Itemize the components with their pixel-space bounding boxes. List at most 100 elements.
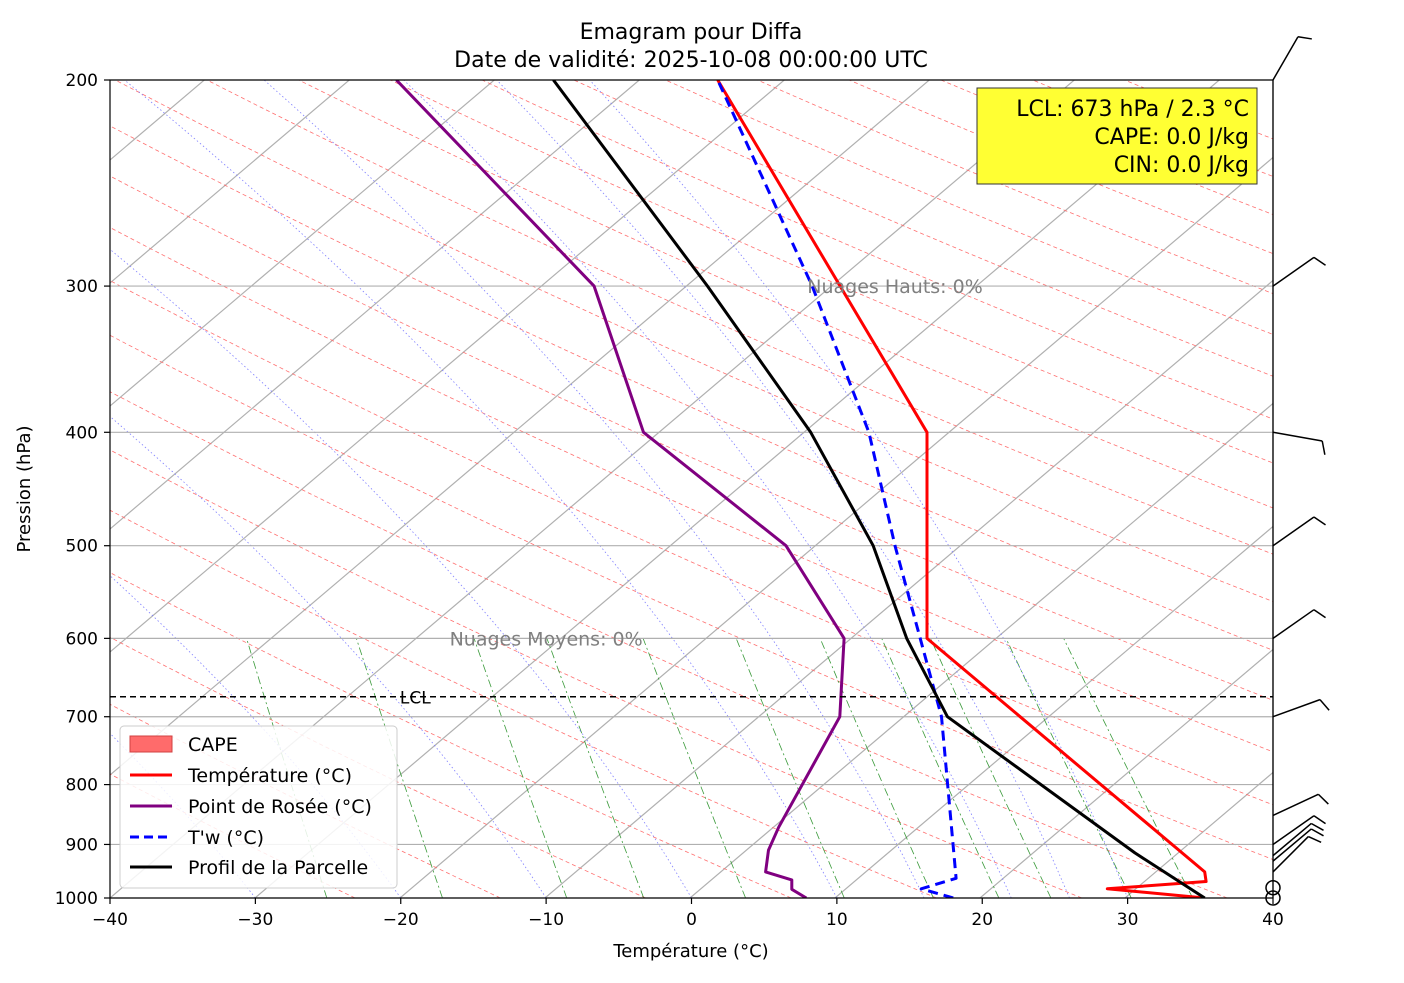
mixing-ratio-line (930, 638, 1052, 898)
legend: CAPE Température (°C) Point de Rosée (°C… (119, 725, 398, 889)
x-tick-label: 30 (1117, 910, 1139, 930)
x-tick-label: 10 (826, 910, 848, 930)
dry-adiabat (206, 80, 1273, 555)
y-tick-label: 300 (66, 277, 98, 297)
high-cloud-annotation: Nuages Hauts: 0% (807, 276, 983, 298)
isotherm-line (254, 80, 1221, 898)
wind-barb-staff (1272, 828, 1312, 862)
lcl-label: LCL (400, 689, 431, 709)
info-cape: CAPE: 0.0 J/kg (1094, 125, 1249, 150)
info-cin: CIN: 0.0 J/kg (1114, 153, 1249, 178)
dry-adiabat (481, 80, 1273, 420)
dry-adiabat (390, 80, 1273, 464)
mixing-ratio-line (546, 638, 645, 898)
info-box-background (976, 87, 1258, 185)
mixing-ratio-line (642, 638, 746, 898)
y-tick-label: 900 (66, 835, 98, 855)
x-axis-label: Température (°C) (612, 941, 768, 962)
moist-adiabat (124, 80, 838, 898)
calm-wind-circle (1265, 890, 1281, 906)
wind-barb-flag (1308, 835, 1322, 844)
dry-adiabat (110, 227, 1273, 753)
legend-label-cape: CAPE (188, 734, 238, 756)
wind-barb-staff (1272, 836, 1309, 873)
isotherm-line (689, 402, 1273, 898)
wind-barbs (1265, 35, 1330, 906)
moist-adiabat (496, 80, 1070, 898)
wind-barb-staff (1272, 815, 1315, 846)
dewpoint-line (395, 80, 846, 898)
isotherm-line (979, 648, 1273, 898)
y-tick-label: 600 (66, 629, 98, 649)
x-tick-label: 40 (1262, 910, 1284, 930)
wetbulb-line (716, 80, 958, 898)
dry-adiabat (573, 80, 1273, 377)
dry-adiabat (110, 509, 937, 898)
y-axis-label: Pression (hPa) (14, 425, 35, 552)
dry-adiabat (1124, 80, 1273, 140)
wind-barb-flag (1313, 256, 1326, 266)
wind-barb-flag (1313, 815, 1326, 825)
dry-adiabat (757, 80, 1273, 295)
mid-cloud-annotation: Nuages Moyens: 0% (450, 628, 643, 650)
info-box: LCL: 673 hPa / 2.3 °C CAPE: 0.0 J/kg CIN… (976, 87, 1258, 185)
wind-barb-flag (1313, 516, 1326, 526)
x-tick-label: −40 (92, 910, 128, 930)
calm-wind-circle (1265, 879, 1281, 896)
mixing-ratio-line (735, 638, 845, 898)
legend-label-dewpoint: Point de Rosée (°C) (188, 796, 372, 818)
wind-barb-staff (1272, 516, 1315, 547)
chart-subtitle: Date de validité: 2025-10-08 00:00:00 UT… (454, 48, 928, 73)
cloud-annotations: Nuages Hauts: 0% Nuages Moyens: 0% (450, 276, 983, 650)
wind-barb-flag (1310, 828, 1324, 837)
moist-adiabat (110, 415, 547, 898)
wind-barb-staff (1272, 793, 1319, 817)
dry-adiabat (848, 80, 1273, 255)
wind-barb-flag (1310, 822, 1324, 831)
y-tick-label: 400 (66, 423, 98, 443)
parcel-line (552, 80, 1206, 898)
x-tick-label: −30 (237, 910, 273, 930)
x-axis-ticks: −40 −30 −20 −10 0 10 20 30 40 (92, 898, 1284, 930)
isotherm-line (399, 156, 1273, 898)
y-axis-ticks: 1000 900 800 700 600 500 400 300 200 (55, 71, 110, 909)
moist-adiabat (110, 248, 692, 898)
dry-adiabat (298, 80, 1273, 509)
y-tick-label: 500 (66, 537, 98, 557)
isotherm-line (110, 80, 931, 776)
y-tick-label: 700 (66, 708, 98, 728)
chart-title: Emagram pour Diffa (580, 20, 803, 45)
dry-adiabat (115, 80, 1273, 602)
x-tick-label: 0 (686, 910, 697, 930)
wind-barb-flag (1317, 793, 1329, 805)
wind-barb-staff (1272, 431, 1323, 442)
wind-barb-staff (1272, 256, 1315, 287)
mixing-ratio-line (881, 638, 1000, 898)
legend-frame (119, 725, 398, 889)
temperature-line (716, 80, 1208, 898)
isotherm-line (544, 279, 1273, 898)
wind-barb-flag (1321, 440, 1326, 455)
legend-label-parcel: Profil de la Parcelle (188, 857, 368, 879)
moist-adiabat (403, 80, 1012, 898)
dry-adiabat (665, 80, 1273, 335)
y-tick-label: 1000 (55, 889, 98, 909)
wind-barb-staff (1272, 698, 1321, 718)
wind-barb-flag (1313, 609, 1326, 619)
wind-barb-flag (1319, 699, 1330, 711)
mixing-ratio-line (1063, 638, 1194, 898)
wind-barb-staff (1272, 36, 1299, 81)
wind-barb-flag (1297, 35, 1312, 40)
dry-adiabat (110, 334, 1273, 860)
isotherm-line (834, 525, 1273, 898)
x-tick-label: −10 (528, 910, 564, 930)
info-lcl: LCL: 673 hPa / 2.3 °C (1016, 97, 1249, 122)
y-tick-label: 200 (66, 71, 98, 91)
legend-swatch-cape (129, 735, 173, 753)
legend-label-temperature: Température (°C) (187, 765, 352, 787)
mixing-ratio-line (1005, 638, 1132, 898)
isotherm-line (110, 80, 496, 407)
isotherm-line (110, 80, 641, 530)
mixing-ratio-line (473, 638, 568, 898)
